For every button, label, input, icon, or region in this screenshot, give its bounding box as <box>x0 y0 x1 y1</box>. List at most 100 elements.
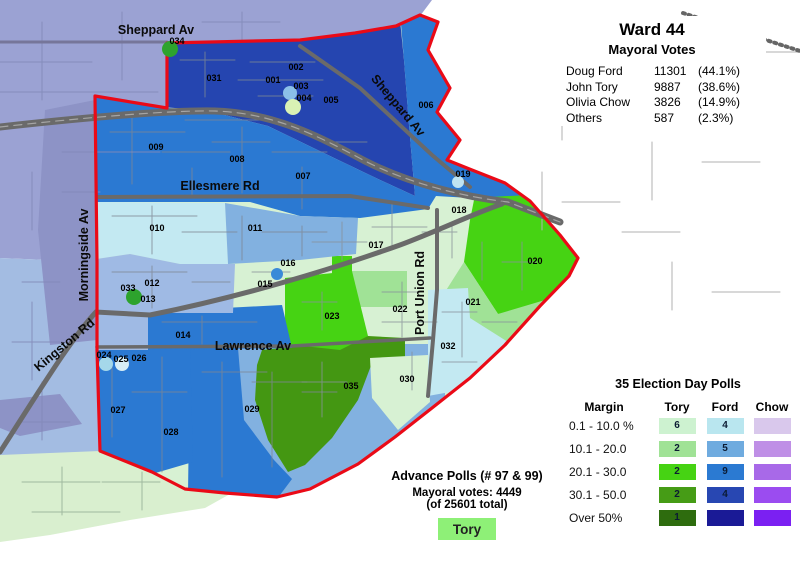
poll-label-027: 027 <box>110 405 125 415</box>
poll-label-015: 015 <box>257 279 272 289</box>
legend-row: 30.1 - 50.0 2 4 <box>556 483 800 506</box>
region-014 <box>148 305 292 350</box>
poll-label-025: 025 <box>113 354 128 364</box>
ward-boundary <box>93 13 580 499</box>
legend-header-margin: Margin <box>584 400 624 414</box>
poll-label-022: 022 <box>392 304 407 314</box>
poll-label-008: 008 <box>229 154 244 164</box>
street-label: Morningside Av <box>77 209 91 302</box>
street-network <box>0 11 800 516</box>
poll-dot-003 <box>283 86 297 100</box>
legend-margin-label: 20.1 - 30.0 <box>569 464 627 479</box>
region-028 <box>188 348 292 497</box>
poll-label-009: 009 <box>148 142 163 152</box>
ellesmere-rd-road <box>95 193 430 210</box>
poll-label-002: 002 <box>288 62 303 72</box>
poll-label-019: 019 <box>455 169 470 179</box>
poll-label-033: 033 <box>120 283 135 293</box>
legend-header-chow: Chow <box>755 400 789 414</box>
street-label: Ellesmere Rd <box>180 179 259 193</box>
candidate-votes: 9887 <box>654 79 681 94</box>
port-union-rd-road <box>426 208 439 398</box>
poll-label-029: 029 <box>244 404 259 414</box>
poll-label-010: 010 <box>149 223 164 233</box>
street-label: Lawrence Av <box>215 339 291 353</box>
poll-label-014: 014 <box>175 330 190 340</box>
legend-swatch-ford <box>706 509 744 526</box>
result-row: John Tory 9887 (38.6%) <box>538 80 766 96</box>
advance-winner-chip: Tory <box>438 518 496 540</box>
legend-swatch-chow <box>753 440 791 457</box>
legend-swatch-tory: 2 <box>658 440 696 457</box>
result-row: Olivia Chow 3826 (14.9%) <box>538 95 766 111</box>
poll-label-004: 004 <box>296 93 311 103</box>
region-035 <box>255 336 405 472</box>
poll-label-017: 017 <box>368 240 383 250</box>
legend-header-tory: Tory <box>664 400 690 414</box>
poll-label-006: 006 <box>418 100 433 110</box>
poll-labels: 001 002 003 004 005 006 007 008 009 010 011 012 013 0… <box>96 36 542 437</box>
legend-title: 35 Election Day Polls <box>615 377 741 391</box>
region-011 <box>225 203 358 264</box>
legend-row: Over 50% 1 <box>556 506 800 529</box>
result-row: Others 587 (2.3%) <box>538 111 766 127</box>
legend-box: 35 Election Day Polls Margin Tory Ford C… <box>556 368 800 571</box>
poll-label-013: 013 <box>140 294 155 304</box>
legend-header-row: Margin Tory Ford Chow <box>556 400 800 414</box>
legend-rows: 0.1 - 10.0 % 6 4 10.1 - 20.0 2 5 20.1 - 30.0 2 9… <box>556 414 800 529</box>
legend-swatch-chow <box>753 486 791 503</box>
legend-margin-label: 30.1 - 50.0 <box>569 487 627 502</box>
poll-label-012: 012 <box>144 278 159 288</box>
poll-label-020: 020 <box>527 256 542 266</box>
result-row: Doug Ford 11301 (44.1%) <box>538 64 766 80</box>
legend-swatch-ford: 9 <box>706 463 744 480</box>
region-010 <box>95 202 228 264</box>
ward-results-box: Ward 44 Mayoral Votes Doug Ford 11301 (44.… <box>538 16 766 126</box>
candidate-votes: 587 <box>654 110 675 125</box>
poll-label-031: 031 <box>206 73 221 83</box>
poll-label-001: 001 <box>265 75 280 85</box>
street-label: Sheppard Av <box>118 23 194 37</box>
legend-row: 0.1 - 10.0 % 6 4 <box>556 414 800 437</box>
poll-label-023: 023 <box>324 311 339 321</box>
legend-swatch-ford: 4 <box>706 417 744 434</box>
poll-label-018: 018 <box>451 205 466 215</box>
legend-header-ford: Ford <box>711 400 739 414</box>
poll-label-026: 026 <box>131 353 146 363</box>
poll-label-011: 011 <box>248 223 263 233</box>
candidate-name: Doug Ford <box>566 64 623 78</box>
region-007-008-009 <box>95 94 436 218</box>
legend-row: 10.1 - 20.0 2 5 <box>556 437 800 460</box>
legend-row: 20.1 - 30.0 2 9 <box>556 460 800 483</box>
legend-swatch-chow <box>753 463 791 480</box>
poll-label-035: 035 <box>343 381 358 391</box>
candidate-name: Others <box>566 110 603 125</box>
legend-swatch-tory: 6 <box>658 417 696 434</box>
poll-dot-019 <box>452 176 464 188</box>
legend-swatch-ford: 5 <box>706 440 744 457</box>
advance-total-line: (of 25601 total) <box>426 499 508 511</box>
lawrence-av-road <box>95 336 432 349</box>
candidate-votes: 3826 <box>654 95 681 109</box>
poll-dot-004 <box>285 99 301 115</box>
region-032 <box>428 288 508 396</box>
region-023 <box>285 271 368 350</box>
candidate-pct: (14.9%) <box>698 95 741 109</box>
legend-margin-label: Over 50% <box>569 510 623 525</box>
candidate-pct: (2.3%) <box>698 110 734 125</box>
poll-dot-034 <box>162 41 178 57</box>
outside-area-southwest-green <box>0 451 230 542</box>
legend-margin-label: 10.1 - 20.0 <box>569 441 627 456</box>
candidate-pct: (38.6%) <box>698 79 741 94</box>
candidate-name: John Tory <box>566 79 618 94</box>
poll-label-028: 028 <box>163 427 178 437</box>
poll-label-021: 021 <box>465 297 480 307</box>
legend-swatch-chow <box>753 509 791 526</box>
candidate-pct: (44.1%) <box>698 64 741 78</box>
advance-polls-title: Advance Polls (# 97 & 99) <box>391 469 543 483</box>
poll-label-003: 003 <box>293 81 308 91</box>
poll-label-032: 032 <box>440 341 455 351</box>
sheppard-av-road <box>298 44 472 189</box>
poll-dot-025 <box>115 357 129 371</box>
